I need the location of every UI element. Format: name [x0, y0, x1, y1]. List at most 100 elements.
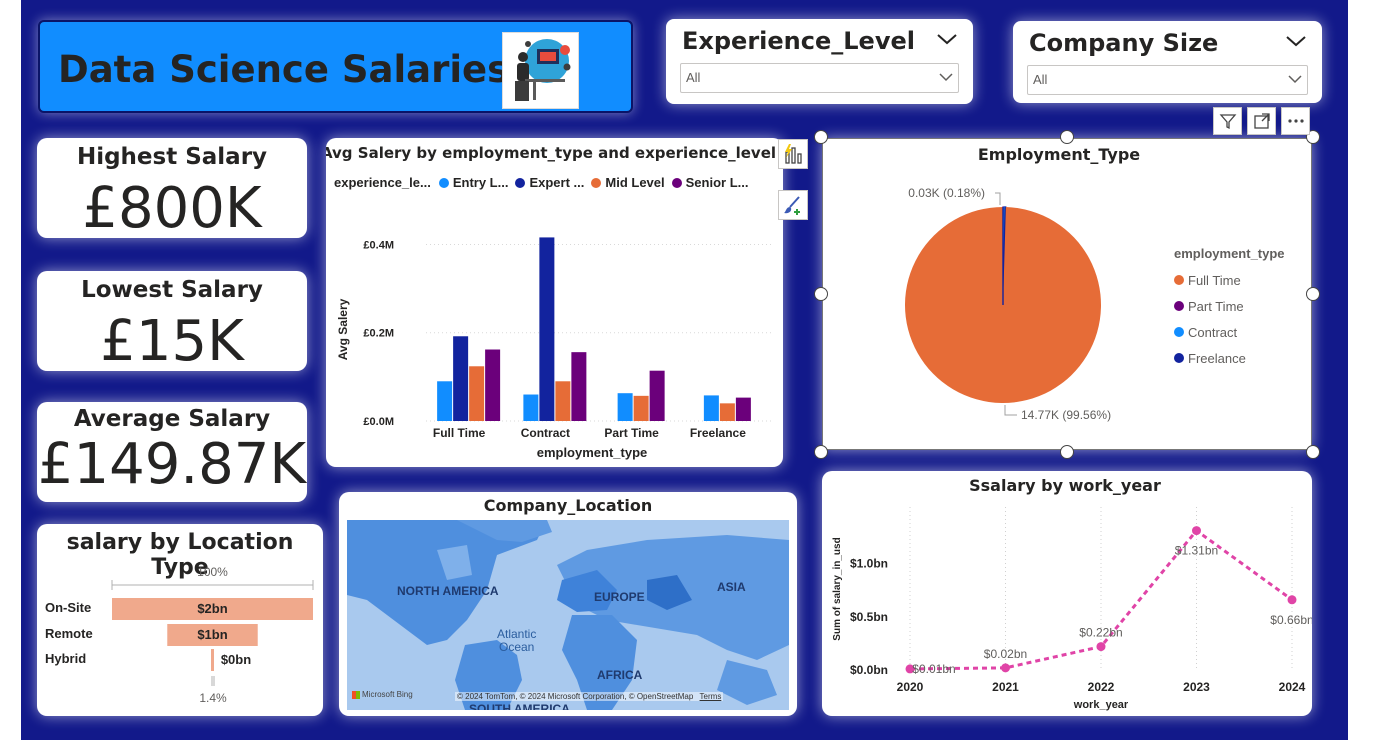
- resize-handle-top[interactable]: [1060, 130, 1074, 144]
- pie-data-label: 14.77K (99.56%): [1021, 408, 1111, 422]
- x-tick-label: Full Time: [433, 426, 486, 440]
- legend-marker: [438, 177, 449, 188]
- resize-handle-top-left[interactable]: [814, 130, 828, 144]
- y-tick-label: $0.5bn: [850, 610, 888, 624]
- lowest-salary-card[interactable]: Lowest Salary £15K: [37, 271, 307, 371]
- lowest-salary-value: £15K: [100, 309, 244, 371]
- y-tick-label: £0.0M: [363, 416, 394, 428]
- bing-logo: Microsoft Bing: [352, 690, 413, 699]
- funnel-plot: 100% On-Site $2bn Remote $1bn Hybrid $0bn 1.4%: [45, 565, 314, 705]
- average-salary-title: Average Salary: [73, 406, 271, 432]
- pie-legend-item[interactable]: Contract: [1174, 319, 1285, 345]
- y-axis-title: Sum of salary_in_usd: [832, 537, 843, 640]
- bar: [539, 237, 555, 421]
- data-point: [1287, 595, 1297, 605]
- funnel-bar: [112, 598, 313, 620]
- funnel-bar: [167, 624, 258, 646]
- salary-by-year-line-chart[interactable]: Ssalary by work_year $0.0bn $0.5bn $1.0bn 2…: [822, 471, 1312, 716]
- resize-handle-left[interactable]: [814, 287, 828, 301]
- page-title: Data Science Salaries: [58, 48, 510, 91]
- pie-legend-item[interactable]: Freelance: [1174, 345, 1285, 371]
- funnel-row-label: On-Site: [45, 600, 91, 615]
- average-salary-value: £149.87K: [37, 432, 307, 497]
- legend-label: Part Time: [1188, 298, 1244, 314]
- company-size-value: All: [1033, 72, 1048, 87]
- microsoft-logo-icon: [352, 690, 360, 699]
- employment-type-pie-chart[interactable]: Employment_Type 0.03K (0.18%) 14.77K (99.…: [822, 138, 1312, 450]
- resize-handle-bottom[interactable]: [1060, 445, 1074, 459]
- legend-label: Mid Level: [605, 175, 665, 190]
- legend-marker: [591, 177, 602, 188]
- bar-legend-item[interactable]: Entry L...: [438, 175, 509, 190]
- avg-salary-bar-chart[interactable]: Avg Salery by employment_type and experi…: [326, 138, 783, 467]
- data-point: [1096, 642, 1106, 652]
- data-label: $0.66bn: [1270, 613, 1312, 627]
- company-location-map[interactable]: Company_Location NORTH AMERICA EUROPE AS…: [339, 492, 797, 716]
- legend-label: Senior L...: [685, 175, 749, 190]
- bar-plot: £0.0M £0.2M £0.4M Avg Salery Full Time Contra…: [336, 237, 771, 460]
- terms-link[interactable]: Terms: [699, 692, 722, 701]
- bar: [469, 366, 485, 421]
- bar: [735, 397, 751, 421]
- location-type-funnel[interactable]: salary by Location Type 100% On-Site $2bn R…: [37, 524, 323, 716]
- y-tick-label: $1.0bn: [850, 557, 888, 571]
- chevron-down-icon[interactable]: [1284, 31, 1308, 51]
- funnel-top-percent: 100%: [197, 565, 228, 579]
- legend-marker: [515, 177, 526, 188]
- legend-marker: [1174, 327, 1184, 337]
- average-salary-card[interactable]: Average Salary £149.87K: [37, 402, 307, 502]
- highest-salary-title: Highest Salary: [76, 144, 268, 170]
- legend-label: Contract: [1188, 324, 1238, 340]
- bar-legend-item[interactable]: Expert ...: [515, 175, 584, 190]
- pie-legend-item[interactable]: Part Time: [1174, 293, 1285, 319]
- x-axis-title: employment_type: [537, 445, 648, 460]
- smart-narrative-button[interactable]: [778, 139, 808, 169]
- bar: [437, 381, 453, 421]
- pie-data-label: 0.03K (0.18%): [908, 186, 985, 200]
- more-options-button[interactable]: [1281, 107, 1310, 135]
- bar-chart-legend: experience_le... Entry L... Expert ... Mid…: [334, 175, 748, 190]
- map-label-north-america: NORTH AMERICA: [397, 584, 499, 598]
- map-canvas[interactable]: NORTH AMERICA EUROPE ASIA AFRICA SOUTH A…: [347, 520, 789, 710]
- data-label: $1.31bn: [1175, 544, 1218, 558]
- data-scientist-logo: [502, 32, 579, 109]
- resize-handle-bottom-left[interactable]: [814, 445, 828, 459]
- funnel-bar: [211, 649, 214, 671]
- format-brush-button[interactable]: [778, 190, 808, 220]
- legend-label: Freelance: [1188, 350, 1246, 366]
- bar-legend-item[interactable]: Mid Level: [591, 175, 665, 190]
- chevron-down-icon: [939, 73, 953, 82]
- legend-marker: [1174, 301, 1184, 311]
- world-map-shapes: [347, 520, 789, 710]
- funnel-value-label: $2bn: [197, 601, 227, 616]
- filter-button[interactable]: [1213, 107, 1242, 135]
- bar-legend-item[interactable]: Senior L...: [671, 175, 749, 190]
- data-point: [1001, 663, 1010, 673]
- experience-level-value: All: [686, 70, 701, 85]
- report-canvas: Data Science Salaries Experience_Level: [21, 0, 1348, 740]
- bar: [703, 395, 719, 421]
- data-point: [1192, 526, 1201, 536]
- pie-leader-line: [1004, 405, 1017, 416]
- bar: [523, 394, 539, 421]
- y-axis-title: Avg Salery: [336, 298, 350, 360]
- company-size-dropdown[interactable]: All: [1027, 65, 1308, 95]
- chevron-down-icon[interactable]: [935, 29, 959, 49]
- line-plot: $0.0bn $0.5bn $1.0bn 2020 2021 2022 2023 2024 wo…: [832, 507, 1312, 711]
- focus-mode-icon: [1253, 113, 1270, 129]
- resize-handle-bottom-right[interactable]: [1306, 445, 1320, 459]
- pie-legend-item[interactable]: Full Time: [1174, 267, 1285, 293]
- resize-handle-right[interactable]: [1306, 287, 1320, 301]
- bar: [571, 352, 587, 421]
- pie-legend: employment_type Full Time Part Time Contra…: [1174, 246, 1285, 371]
- highest-salary-card[interactable]: Highest Salary £800K: [37, 138, 307, 238]
- map-title: Company_Location: [483, 496, 653, 515]
- legend-label: Entry L...: [452, 175, 509, 190]
- experience-level-dropdown[interactable]: All: [680, 63, 959, 93]
- focus-mode-button[interactable]: [1247, 107, 1276, 135]
- data-label: $0.01bn: [912, 662, 955, 676]
- map-label-europe: EUROPE: [594, 590, 645, 604]
- pie-chart-title: Employment_Type: [977, 145, 1141, 164]
- line-chart-title: Ssalary by work_year: [969, 476, 1161, 495]
- funnel-row-label: Remote: [45, 626, 93, 641]
